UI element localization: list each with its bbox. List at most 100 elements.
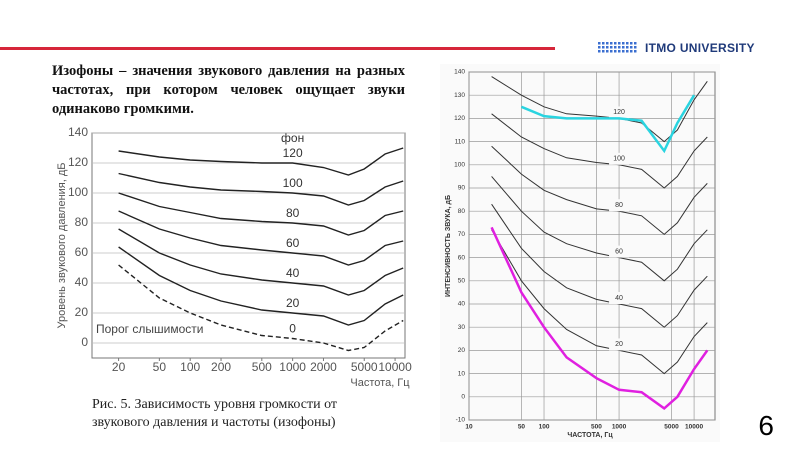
- series-line: [118, 246, 404, 326]
- logo-dot: [626, 46, 629, 49]
- header-rule: [0, 47, 555, 50]
- logo-dot: [622, 46, 625, 49]
- x-tick-label: 500: [252, 360, 272, 374]
- y-tick-label: 20: [458, 347, 466, 354]
- y-tick-label: 40: [75, 275, 89, 289]
- x-tick-label: 10000: [378, 360, 412, 374]
- logo-dot: [610, 46, 613, 49]
- page-number: 6: [758, 410, 774, 441]
- logo-dot: [634, 50, 637, 53]
- logo-dot: [622, 50, 625, 53]
- y-tick-label: 10: [458, 370, 466, 377]
- logo-dot: [614, 42, 617, 45]
- logo-dot: [606, 50, 609, 53]
- y-tick-label: 140: [454, 69, 465, 76]
- label-bg: [609, 199, 630, 212]
- series-line: [118, 192, 404, 236]
- logo-dot: [618, 46, 621, 49]
- x-tick-label: 100: [180, 360, 200, 374]
- logo-dot: [618, 42, 621, 45]
- logo-dot: [602, 42, 605, 45]
- y-tick-label: 60: [458, 254, 466, 261]
- logo-dot: [610, 42, 613, 45]
- series-label: 80: [615, 202, 623, 209]
- y-tick-label: 70: [458, 231, 466, 238]
- y-tick-label: 110: [455, 138, 466, 145]
- x-tick-label: 20: [112, 360, 126, 374]
- x-tick-label: 1000: [279, 360, 306, 374]
- x-tick-label: 10000: [685, 424, 703, 431]
- label-bg: [609, 292, 630, 304]
- logo-dot: [630, 42, 633, 45]
- x-tick-label: 200: [211, 360, 231, 374]
- y-tick-label: 90: [458, 185, 466, 192]
- y-tick-label: 20: [75, 305, 89, 319]
- y-tick-label: 80: [458, 208, 466, 215]
- label-bg: [282, 268, 303, 280]
- logo-dot: [606, 42, 609, 45]
- series-label: 60: [286, 236, 300, 250]
- series-label: 60: [615, 248, 623, 255]
- label-bg: [609, 245, 630, 258]
- series-line: [118, 228, 404, 296]
- series-label: 0: [289, 322, 296, 336]
- logo-dot: [626, 50, 629, 53]
- series-line: [118, 210, 404, 266]
- x-tick-label: 10: [465, 424, 473, 431]
- y-tick-label: 40: [458, 301, 466, 308]
- label-bg: [609, 338, 630, 351]
- logo-dot: [602, 46, 605, 49]
- y-tick-label: 0: [461, 394, 465, 401]
- y-tick-label: 100: [454, 162, 465, 169]
- logo-dot: [618, 50, 621, 53]
- logo-dot: [634, 42, 637, 45]
- y-tick-label: 50: [458, 278, 466, 285]
- series-label: 120: [613, 109, 625, 116]
- series-label: 20: [286, 296, 300, 310]
- annotation: фон: [281, 131, 304, 145]
- x-tick-label: 50: [518, 424, 526, 431]
- label-bg: [282, 178, 303, 190]
- logo-dot: [622, 42, 625, 45]
- series-label: 40: [615, 295, 623, 302]
- logo-dot: [626, 42, 629, 45]
- x-axis-label: ЧАСТОТА, Гц: [567, 432, 613, 439]
- annotation: Порог слышимости: [96, 322, 203, 336]
- series-line: [118, 172, 404, 206]
- x-tick-label: 5000: [351, 360, 378, 374]
- y-axis-label: Уровень звукового давления, дБ: [56, 163, 68, 329]
- series-label: 120: [283, 146, 303, 160]
- x-tick-label: 5000: [664, 424, 679, 431]
- series-line: [118, 147, 404, 176]
- x-tick-label: 1000: [612, 424, 627, 431]
- logo-dot: [614, 50, 617, 53]
- chart-panel: [440, 64, 720, 442]
- slide-text: Изофоны – значения звукового давления на…: [52, 63, 405, 117]
- y-tick-label: 140: [68, 125, 88, 139]
- series-label: 80: [286, 206, 300, 220]
- label-bg: [282, 208, 303, 220]
- y-tick-label: 120: [68, 155, 88, 169]
- y-tick-label: 120: [454, 115, 465, 122]
- logo: ITMO UNIVERSITY: [645, 41, 755, 55]
- y-tick-label: 30: [458, 324, 466, 331]
- series-label: 100: [613, 156, 625, 163]
- y-tick-label: 80: [75, 215, 89, 229]
- logo-dot: [630, 46, 633, 49]
- series-line: [490, 226, 709, 410]
- series-label: 100: [283, 176, 303, 190]
- label-bg: [609, 106, 630, 119]
- y-axis-label: ИНТЕНСИВНОСТЬ ЗВУКА, дБ: [445, 195, 452, 297]
- x-tick-label: 100: [539, 424, 550, 431]
- y-tick-label: 100: [68, 185, 88, 199]
- logo-dot: [598, 50, 601, 53]
- x-tick-label: 50: [153, 360, 167, 374]
- series-label: 40: [286, 266, 300, 280]
- y-tick-label: 130: [454, 92, 465, 99]
- logo-dot: [614, 46, 617, 49]
- label-bg: [282, 298, 303, 310]
- series-line: [118, 264, 404, 352]
- series-line: [520, 94, 696, 154]
